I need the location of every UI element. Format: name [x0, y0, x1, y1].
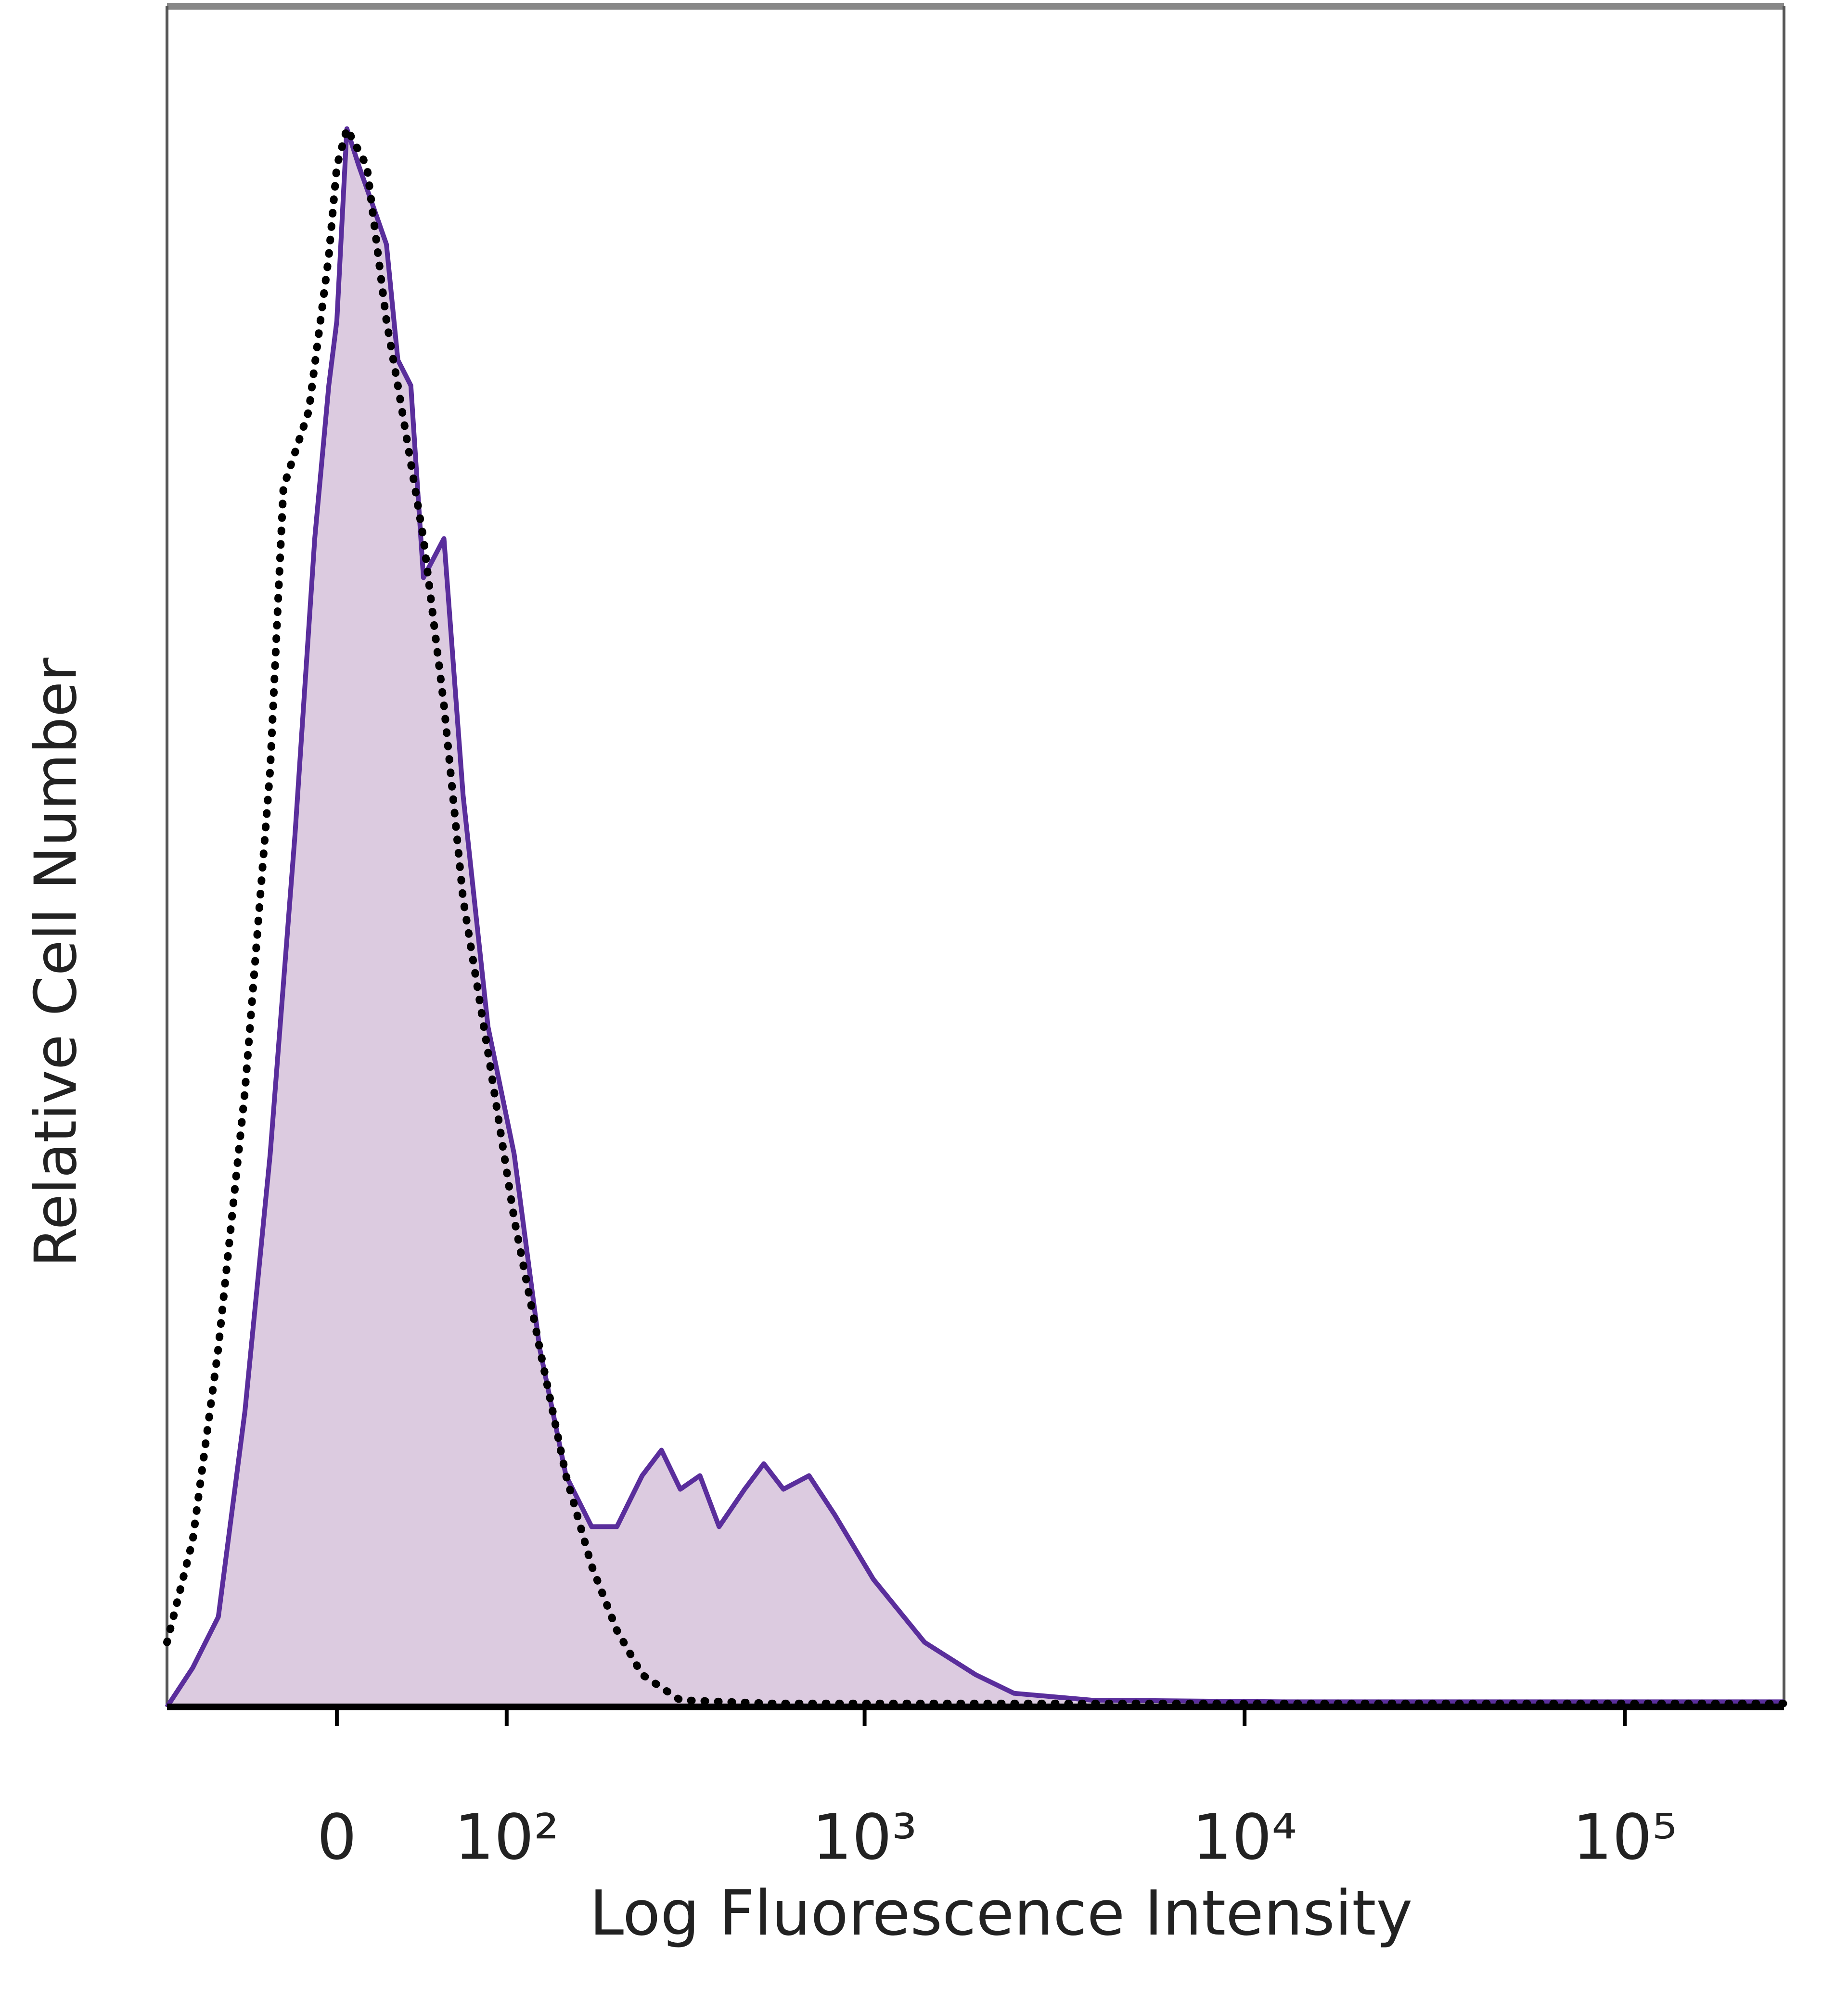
x-tick-label: 10³	[812, 1801, 917, 1874]
series-line	[163, 125, 1788, 1707]
x-tick-label: 0	[317, 1801, 357, 1874]
series-area	[167, 128, 1784, 1707]
y-axis-label: Relative Cell Number	[23, 657, 90, 1267]
x-tick-label: 10⁵	[1573, 1801, 1678, 1874]
x-tick-label: 10²	[454, 1801, 559, 1874]
x-axis-label: Log Fluorescence Intensity	[590, 1878, 1412, 1949]
x-tick-label: 10⁴	[1192, 1801, 1297, 1874]
